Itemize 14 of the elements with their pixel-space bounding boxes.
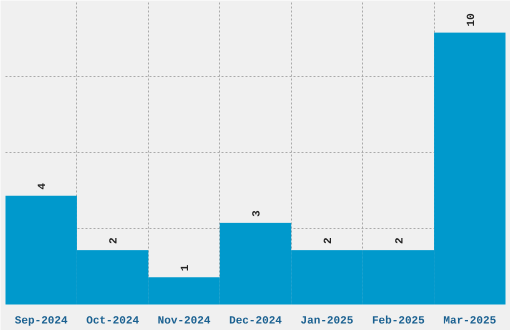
x-tick-label: Sep-2024 [14, 316, 68, 328]
data-label: 2 [322, 237, 335, 244]
data-label: 2 [394, 237, 406, 244]
x-tick-label: Oct-2024 [86, 316, 140, 328]
x-tick-label: Mar-2025 [443, 316, 497, 328]
data-label: 3 [252, 210, 264, 217]
x-tick-label: Nov-2024 [158, 316, 211, 328]
x-tick-label: Dec-2024 [229, 316, 282, 328]
x-tick-label: Jan-2025 [300, 316, 354, 328]
data-label: 10 [466, 13, 478, 27]
data-label: 1 [180, 264, 192, 272]
x-tick-label: Feb-2025 [372, 316, 426, 328]
data-label: 4 [37, 182, 50, 190]
data-label: 2 [108, 237, 121, 244]
